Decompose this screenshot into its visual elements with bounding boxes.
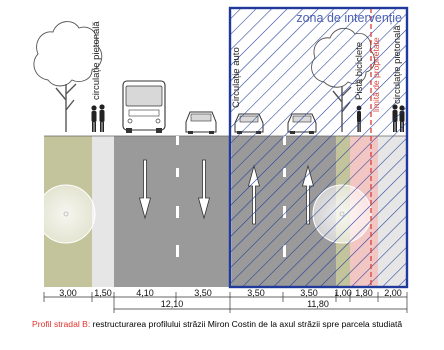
lane-dash — [176, 136, 179, 145]
dim-segment-label: 4,10 — [136, 288, 154, 298]
caption-lead: Profil stradal B: — [32, 319, 91, 329]
lane-dash — [176, 245, 179, 257]
label-limita-proprietate: limită de proprietate — [371, 37, 381, 112]
caption-text: restructurarea profilului străzii Miron … — [90, 319, 403, 329]
arrow-down-icon — [138, 159, 152, 220]
pedestrian-icon — [91, 105, 97, 132]
label-circulatie-pietonala-right: circulație pietonală — [392, 25, 403, 104]
dim-segment-label: 2,00 — [384, 288, 402, 298]
label-pista-biciclete: Pistă biciclete — [354, 42, 365, 100]
label-circulatie-auto: Circulație auto — [231, 47, 242, 108]
dimension-labels: 3,00 1,50 4,10 3,50 3,50 3,50 1,00 1,80 … — [59, 288, 402, 309]
tree-canopy-left — [36, 184, 96, 244]
sidewalk-left — [92, 136, 114, 287]
pedestrians-left — [91, 104, 105, 132]
bus-icon — [122, 80, 166, 133]
arrow-down-icon — [197, 159, 211, 220]
dim-segment-label: 3,50 — [247, 288, 265, 298]
car-icon — [185, 111, 217, 134]
pedestrian-icon — [99, 104, 105, 132]
dim-segment-label: 3,50 — [194, 288, 212, 298]
label-circulatie-pietonala-left: circulație pietonală — [91, 21, 102, 100]
intervention-zone-border — [228, 6, 409, 289]
figure-caption: Profil stradal B: restructurarea profilu… — [32, 319, 422, 329]
dimension-lines — [43, 292, 408, 313]
dim-segment-label: 1,00 — [334, 288, 352, 298]
dim-total-label: 12,10 — [161, 299, 184, 309]
dim-segment-label: 1,80 — [355, 288, 373, 298]
dim-segment-label: 3,00 — [59, 288, 77, 298]
dim-total-label: 11,80 — [307, 299, 329, 309]
lane-dash — [176, 168, 179, 177]
zone-label: zona de intervenție — [296, 11, 402, 25]
dim-segment-label: 1,50 — [94, 288, 112, 298]
intervention-zone-hatch — [230, 8, 407, 287]
tree-left — [33, 21, 103, 132]
dim-segment-label: 3,50 — [300, 288, 318, 298]
lane-dash — [176, 206, 179, 218]
